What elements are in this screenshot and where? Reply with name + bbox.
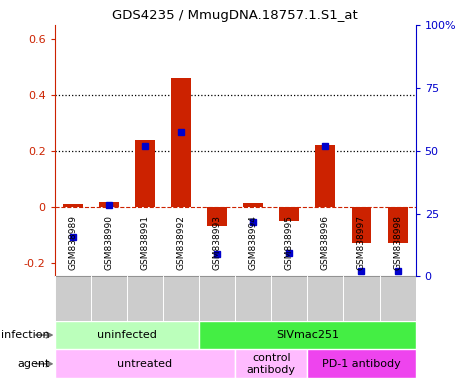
Text: SIVmac251: SIVmac251 <box>276 330 339 340</box>
Text: agent: agent <box>18 359 50 369</box>
Bar <box>235 349 307 378</box>
Bar <box>388 207 408 243</box>
Bar <box>63 204 83 207</box>
Text: untreated: untreated <box>117 359 172 369</box>
Title: GDS4235 / MmugDNA.18757.1.S1_at: GDS4235 / MmugDNA.18757.1.S1_at <box>112 9 358 22</box>
Bar <box>199 321 416 349</box>
Text: PD-1 antibody: PD-1 antibody <box>322 359 401 369</box>
Bar <box>243 203 263 207</box>
Bar <box>99 202 119 207</box>
Text: uninfected: uninfected <box>97 330 157 340</box>
Text: infection: infection <box>1 330 50 340</box>
Text: control
antibody: control antibody <box>247 353 296 375</box>
Bar <box>55 321 199 349</box>
Bar <box>207 207 227 226</box>
Bar <box>171 78 191 207</box>
Bar <box>135 139 155 207</box>
Bar <box>352 207 371 243</box>
Bar <box>307 349 416 378</box>
Bar <box>279 207 299 220</box>
Bar <box>55 349 235 378</box>
Bar <box>315 145 335 207</box>
